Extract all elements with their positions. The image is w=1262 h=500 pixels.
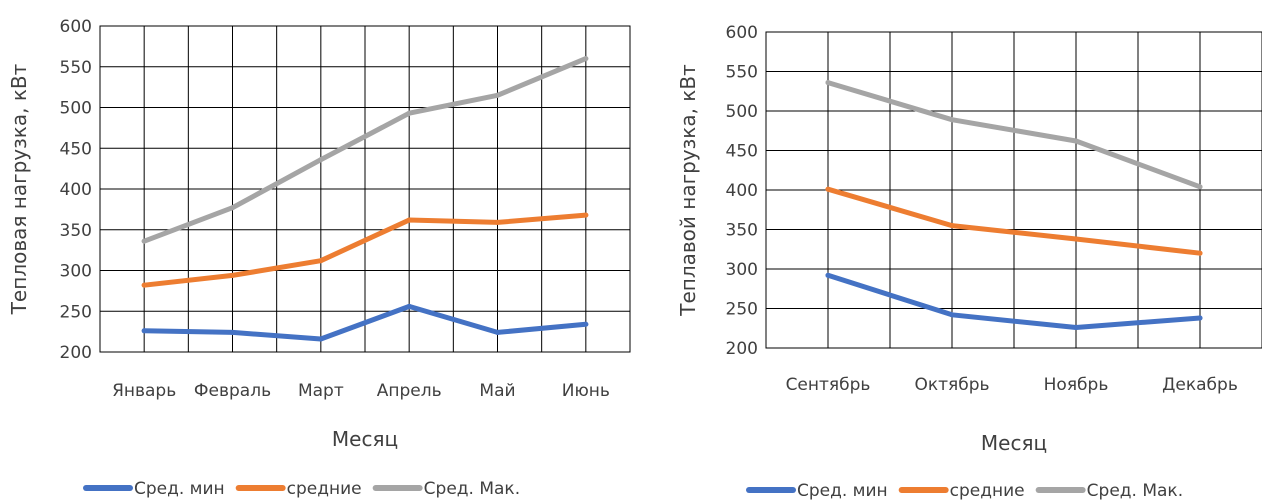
right-chart-ytick-label: 350: [726, 221, 758, 241]
left-chart-series-0-point: [318, 336, 324, 342]
right-chart-xtick-label: Октябрь: [914, 375, 989, 395]
chart-right: 200 250 300 350 400 450 500 550 600 Сентябрь Октяб…: [631, 0, 1262, 500]
left-chart-ytick-label: 250: [60, 302, 92, 322]
left-chart-series-0-point: [141, 328, 147, 334]
right-chart-legend-label: Сред. мин: [797, 481, 888, 500]
left-chart-series-2-point: [406, 110, 412, 116]
left-chart-legend-label: Сред. Мак.: [424, 479, 520, 499]
left-chart-ytick-label: 200: [60, 343, 92, 363]
right-chart-series-2-point: [949, 117, 955, 123]
right-chart-x-axis-title: Месяц: [981, 431, 1047, 455]
left-chart-series-0-point: [495, 329, 500, 335]
left-chart-series-2-point: [495, 92, 500, 98]
right-chart-series-0-point: [949, 312, 955, 318]
left-chart-xtick-label: Июнь: [562, 381, 610, 401]
left-chart-ytick-label: 300: [60, 262, 92, 282]
right-chart-series-2-point: [1197, 184, 1203, 190]
right-chart-series-0-point: [825, 272, 831, 278]
left-chart-ytick-label: 500: [60, 99, 92, 119]
left-chart-series-2-point: [318, 157, 324, 163]
right-chart-ytick-label: 300: [726, 260, 758, 280]
left-chart-series-line-0: [141, 303, 589, 342]
left-chart-series-0-point: [583, 321, 589, 327]
right-chart-series-1-point: [1073, 236, 1079, 242]
left-chart-series-line-2: [141, 56, 589, 244]
right-chart-ytick-label: 200: [726, 339, 758, 359]
left-chart-series-2-point: [141, 238, 147, 244]
right-chart-series-1-point: [1197, 250, 1203, 256]
right-chart-legend-label: средние: [950, 481, 1025, 500]
left-chart-series-1-point: [141, 282, 147, 288]
left-chart-series-1-point: [495, 219, 500, 225]
right-chart-ytick-label: 450: [726, 142, 758, 162]
left-chart-y-axis-title: Тепловая нагрузка, кВт: [7, 63, 31, 315]
right-chart-series-2-point: [1073, 138, 1079, 144]
left-chart-ytick-label: 550: [60, 58, 92, 78]
right-chart-legend-label: Сред. Мак.: [1087, 481, 1183, 500]
left-chart-series-1-point: [583, 212, 589, 218]
left-chart-legend-label: средние: [287, 479, 362, 499]
left-chart-series-0-point: [230, 329, 235, 335]
right-chart-series-line-2: [825, 80, 1203, 190]
left-chart-ytick-label: 600: [60, 17, 92, 37]
left-chart-xtick-label: Март: [298, 381, 344, 401]
right-chart-series-0-point: [1073, 324, 1079, 330]
left-chart-series-1-point: [318, 258, 324, 264]
left-chart-ytick-label: 350: [60, 221, 92, 241]
chart-left: 200 250 300 350 400 450 500 550 600 Январь Февраль…: [7, 17, 631, 499]
left-chart-x-axis-title: Месяц: [332, 427, 398, 451]
right-chart-series-1-point: [949, 223, 955, 229]
chart-right-svg: 200 250 300 350 400 450 500 550 600 Сентябрь Октяб…: [676, 23, 1262, 500]
chart-left-svg: 200 250 300 350 400 450 500 550 600 Январь Февраль…: [7, 17, 631, 499]
left-chart-series-1-point: [406, 217, 412, 223]
right-chart-series-2-point: [825, 80, 831, 86]
right-chart-ytick-label: 600: [726, 23, 758, 43]
right-chart-series-0-point: [1197, 315, 1203, 321]
left-chart-series-2-point: [583, 56, 589, 62]
right-chart-ytick-label: 550: [726, 63, 758, 83]
right-chart-series-line-0: [825, 272, 1203, 330]
left-chart-series-line-1: [141, 212, 589, 288]
left-chart-ytick-label: 450: [60, 139, 92, 159]
left-chart-xtick-label: Май: [479, 381, 515, 401]
left-chart-series-1-point: [230, 272, 235, 278]
right-chart-xtick-label: Сентябрь: [786, 375, 871, 395]
right-chart-xtick-label: Декабрь: [1162, 375, 1238, 395]
right-chart-y-axis-title: Теплавой нагрузка, кВт: [676, 64, 700, 317]
right-chart-xtick-label: Ноябрь: [1044, 375, 1109, 395]
right-chart-series-1-point: [825, 186, 831, 192]
right-chart-ytick-label: 400: [726, 181, 758, 201]
left-chart-xtick-label: Апрель: [377, 381, 442, 401]
left-chart-ytick-label: 400: [60, 180, 92, 200]
right-chart-series-line-1: [825, 186, 1203, 256]
right-chart-ytick-label: 250: [726, 300, 758, 320]
left-chart-series-2-point: [230, 205, 235, 211]
right-chart-ytick-label: 500: [726, 102, 758, 122]
left-chart-xtick-label: Январь: [112, 381, 176, 401]
left-chart-series-0-point: [406, 303, 412, 309]
left-chart-legend-label: Сред. мин: [134, 479, 225, 499]
left-chart-xtick-label: Февраль: [194, 381, 271, 401]
